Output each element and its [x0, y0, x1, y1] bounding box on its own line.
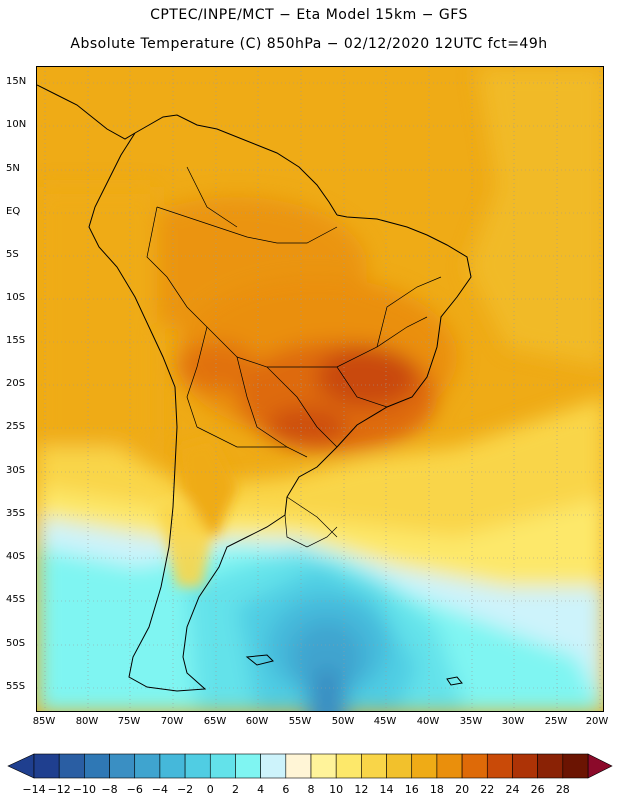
lat-label-40s: 40S [6, 551, 26, 562]
colorbar-swatch [411, 753, 438, 779]
lon-label-50w: 50W [331, 716, 355, 727]
lon-label-40w: 40W [416, 716, 440, 727]
colorbar-swatch [310, 753, 337, 779]
colorbar-tick-label: 22 [480, 783, 495, 796]
lat-label-20s: 20S [6, 378, 26, 389]
lon-label-25w: 25W [544, 716, 568, 727]
grid-lines [37, 67, 603, 711]
colorbar-swatch [260, 753, 287, 779]
lat-label-45s: 45S [6, 594, 26, 605]
colorbar-swatch [109, 753, 136, 779]
colorbar-tick-label: −8 [101, 783, 118, 796]
colorbar-swatch [33, 753, 60, 779]
colorbar-tick-label: −12 [47, 783, 71, 796]
colorbar-min-arrow [7, 753, 35, 779]
lon-label-55w: 55W [288, 716, 312, 727]
colorbar [7, 753, 613, 779]
lon-label-75w: 75W [117, 716, 141, 727]
colorbar-tick-label: 8 [307, 783, 315, 796]
lon-label-70w: 70W [160, 716, 184, 727]
colorbar-tick-label: −10 [72, 783, 96, 796]
colorbar-swatch [436, 753, 463, 779]
colorbar-swatch [461, 753, 488, 779]
colorbar-swatch [512, 753, 538, 779]
lon-label-60w: 60W [245, 716, 269, 727]
lat-label-15s: 15S [6, 335, 26, 346]
colorbar-swatch [159, 753, 186, 779]
lat-label-55s: 55S [6, 681, 26, 692]
colorbar-swatch [562, 753, 589, 779]
colorbar-swatch [235, 753, 261, 779]
colorbar-swatch [335, 753, 362, 779]
colorbar-swatch [537, 753, 564, 779]
continental-warm-tongue [157, 437, 237, 587]
colorbar-swatch [58, 753, 85, 779]
lat-label-5s: 5S [6, 249, 19, 260]
colorbar-tick-label: 4 [257, 783, 265, 796]
lon-label-65w: 65W [203, 716, 227, 727]
colorbar-swatch [84, 753, 110, 779]
colorbar-tick-label: 2 [231, 783, 239, 796]
lat-label-30s: 30S [6, 465, 26, 476]
lat-label-eq: EQ [6, 206, 21, 217]
lat-label-25s: 25S [6, 421, 26, 432]
colorbar-tick-label: −4 [151, 783, 169, 796]
colorbar-tick-label: −2 [176, 783, 194, 796]
colorbar-swatch [285, 753, 312, 779]
colorbar-tick-label: 12 [354, 783, 369, 796]
lon-label-85w: 85W [32, 716, 56, 727]
lat-label-10n: 10N [6, 119, 27, 130]
colorbar-swatch [486, 753, 513, 779]
colorbar-tick-label: 24 [505, 783, 520, 796]
colorbar-tick-label: 0 [206, 783, 214, 796]
colorbar-tick-label: 14 [379, 783, 394, 796]
colorbar-max-arrow [587, 753, 613, 779]
colorbar-tick-label: 10 [329, 783, 344, 796]
lon-label-45w: 45W [373, 716, 397, 727]
colorbar-swatch [184, 753, 211, 779]
coastlines [37, 84, 472, 692]
colorbar-tick-label: −14 [22, 783, 46, 796]
lon-label-35w: 35W [459, 716, 483, 727]
lat-label-35s: 35S [6, 508, 26, 519]
colorbar-swatch [134, 753, 161, 779]
map-title-line-1: CPTEC/INPE/MCT − Eta Model 15km − GFS [150, 7, 468, 23]
colorbar-tick-label: 16 [404, 783, 419, 796]
map-svg [37, 67, 603, 711]
lon-label-80w: 80W [75, 716, 99, 727]
colorbar-tick-label: 18 [429, 783, 444, 796]
lat-label-5n: 5N [6, 163, 20, 174]
lat-label-50s: 50S [6, 638, 26, 649]
lat-label-15n: 15N [6, 76, 27, 87]
map-title-line-2: Absolute Temperature (C) 850hPa − 02/12/… [70, 36, 548, 52]
colorbar-swatch [209, 753, 236, 779]
country-borders [146, 166, 442, 548]
lon-label-30w: 30W [501, 716, 525, 727]
colorbar-swatch [386, 753, 413, 779]
lat-label-10s: 10S [6, 292, 26, 303]
temperature-map [36, 66, 604, 712]
colorbar-tick-label: 28 [555, 783, 570, 796]
colorbar-tick-label: 6 [282, 783, 290, 796]
colorbar-tick-label: −6 [126, 783, 143, 796]
lon-label-20w: 20W [585, 716, 609, 727]
colorbar-tick-label: 20 [455, 783, 470, 796]
colorbar-swatch [361, 753, 387, 779]
colorbar-tick-label: 26 [530, 783, 545, 796]
